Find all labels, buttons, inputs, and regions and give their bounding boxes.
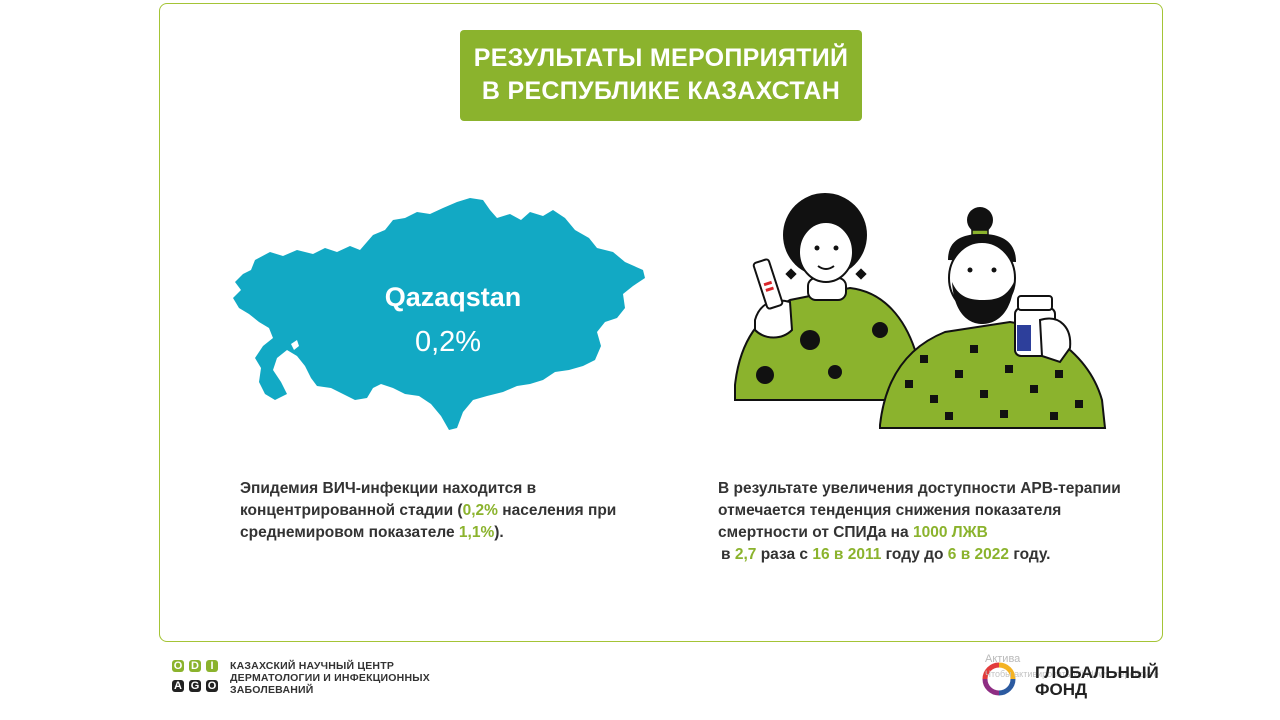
map-prevalence-value: 0,2% [414,326,482,358]
fund-name-line-2: ФОНД [1035,680,1088,699]
epidemic-description: Эпидемия ВИЧ-инфекции находится в концен… [240,478,620,544]
windows-activation-watermark: Актива [985,653,1021,665]
art-results-description: В результате увеличения доступности АРВ-… [718,478,1138,566]
title-line-1: РЕЗУЛЬТАТЫ МЕРОПРИЯТИЙ [473,44,849,72]
map-region-name: Qazaqstan [384,282,522,312]
right-text-last-line: в 2,7 раза с 16 в 2011 году до 6 в 2022 … [718,544,1138,566]
left-text-part3: ). [494,524,504,541]
logo-letter-1: O [172,660,184,672]
right-text-part1: В результате увеличения доступности АРВ-… [718,480,1121,541]
people-illustration [734,193,1107,429]
logo-letter-5: G [189,680,201,692]
kazakhstan-map [233,198,645,430]
global-fund-logo: Актива Чтобы активировать Windows, перей… [975,653,1175,705]
right-text-highlight-1: 1000 ЛЖВ [912,524,988,541]
logo-letter-4: A [172,680,184,692]
logo-letter-3: I [206,660,218,672]
left-text-part2: населения при среднемировом показателе [240,502,617,541]
right-text-highlight-3: 16 в 2011 [812,546,882,563]
kscdid-logo: O D I A G O КАЗАХСКИЙ НАУЧНЫЙ ЦЕНТР ДЕРМ… [172,658,432,702]
left-text-highlight-1: 0,2% [462,502,498,519]
org-name: КАЗАХСКИЙ НАУЧНЫЙ ЦЕНТР ДЕРМАТОЛОГИИ И И… [230,660,430,696]
right-text-highlight-2: 2,7 [734,546,757,563]
title-line-2: В РЕСПУБЛИКЕ КАЗАХСТАН [481,77,841,105]
right-text-part3: раза с [756,546,813,563]
right-text-highlight-4: 6 в 2022 [947,546,1010,563]
man-body-shape [879,320,1107,429]
fund-name: ГЛОБАЛЬНЫЙ ФОНД [1035,664,1159,698]
right-text-part5: году. [1009,546,1051,563]
fund-name-line-1: ГЛОБАЛЬНЫЙ [1035,663,1159,682]
global-fund-circle-icon [982,662,1016,696]
left-text-highlight-2: 1,1% [458,524,495,541]
logo-letter-6: O [206,680,218,692]
left-text-part1: Эпидемия ВИЧ-инфекции находится в концен… [240,480,537,519]
logo-letter-2: D [189,660,201,672]
odi-ago-logo-mark: O D I A G O [172,658,224,700]
right-text-part4: году до [881,546,948,563]
content-frame [159,3,1163,642]
windows-activation-hint: Чтобы активировать Windows, перейдите [985,669,1159,679]
right-text-part2: в [721,546,735,563]
page-title: РЕЗУЛЬТАТЫ МЕРОПРИЯТИЙ В РЕСПУБЛИКЕ КАЗА… [460,30,862,121]
